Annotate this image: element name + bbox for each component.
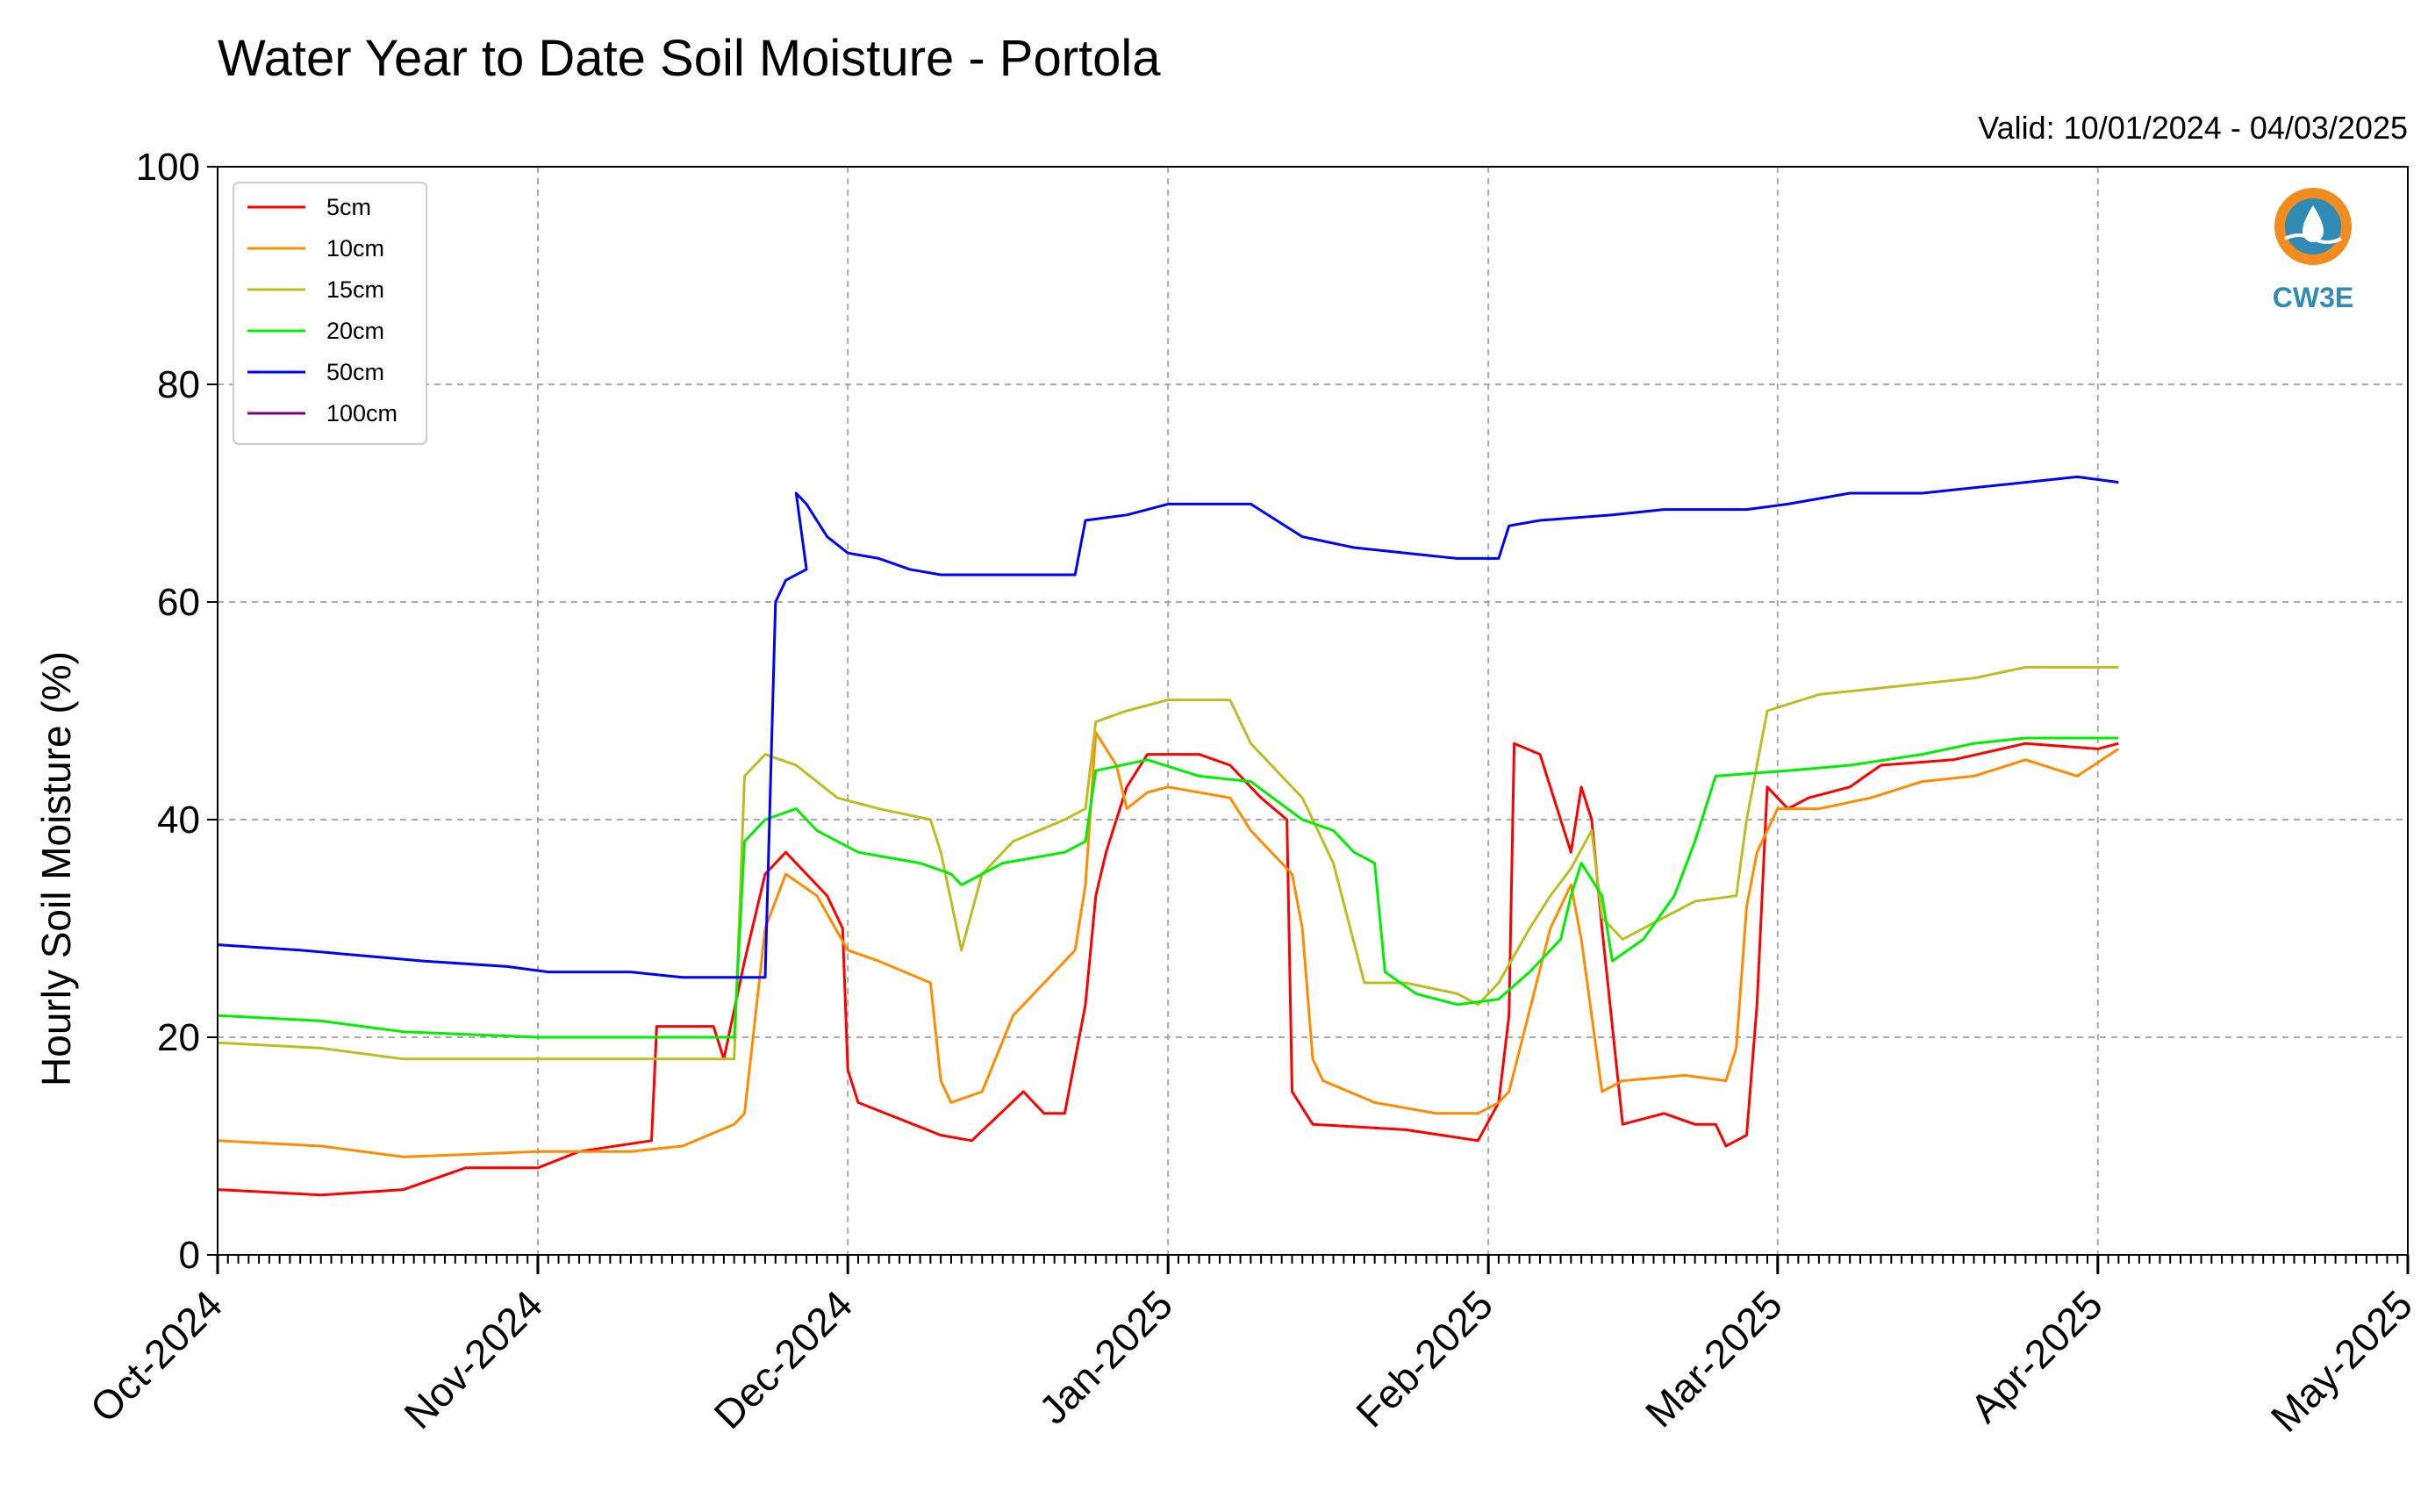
legend: 5cm 10cm 15cm 20cm 50cm 100cm <box>233 182 427 445</box>
series-line-15cm <box>217 665 2119 1061</box>
legend-label: 50cm <box>326 359 384 385</box>
x-tick-label: Feb-2025 <box>1347 1281 1501 1436</box>
y-tick-label: 40 <box>157 799 200 842</box>
logo-text: CW3E <box>2273 282 2353 313</box>
axis-ticks: 0 20 40 60 80 100 Oct-2024 Nov-2024 Dec-2024 Jan-… <box>82 146 2422 1441</box>
valid-date-range: Valid: 10/01/2024 - 04/03/2025 <box>1978 110 2408 146</box>
y-tick-label: 60 <box>157 581 200 624</box>
y-tick-label: 0 <box>179 1234 200 1277</box>
logo-wave-icon <box>2284 233 2342 244</box>
legend-label: 5cm <box>326 194 371 220</box>
x-tick-label: Nov-2024 <box>395 1281 551 1437</box>
series-line-10cm <box>217 731 2120 1158</box>
y-tick-label: 20 <box>157 1016 200 1059</box>
x-tick-label: Jan-2025 <box>1030 1281 1181 1432</box>
y-tick-label: 80 <box>157 363 200 406</box>
legend-label: 10cm <box>326 235 384 262</box>
x-tick-label: Apr-2025 <box>1961 1281 2111 1431</box>
cw3e-logo: CW3E <box>2273 188 2353 313</box>
legend-label: 20cm <box>326 318 384 344</box>
logo-drop-icon <box>2303 205 2324 242</box>
y-axis-label: Hourly Soil Moisture (%) <box>33 651 79 1086</box>
plot-frame <box>217 166 2409 1256</box>
legend-label: 100cm <box>326 400 398 426</box>
legend-label: 15cm <box>326 276 384 303</box>
chart-title: Water Year to Date Soil Moisture - Porto… <box>218 30 1161 87</box>
series-line-20cm <box>217 736 2119 1039</box>
grid-lines <box>218 167 2408 1255</box>
x-tick-label: Mar-2025 <box>1637 1281 1791 1436</box>
series-lines <box>217 475 2120 1197</box>
x-tick-label: Dec-2024 <box>705 1281 861 1437</box>
x-tick-label: May-2025 <box>2262 1281 2421 1440</box>
x-tick-label: Oct-2024 <box>82 1281 232 1431</box>
series-line-50cm <box>217 475 2119 979</box>
y-tick-label: 100 <box>136 146 200 189</box>
